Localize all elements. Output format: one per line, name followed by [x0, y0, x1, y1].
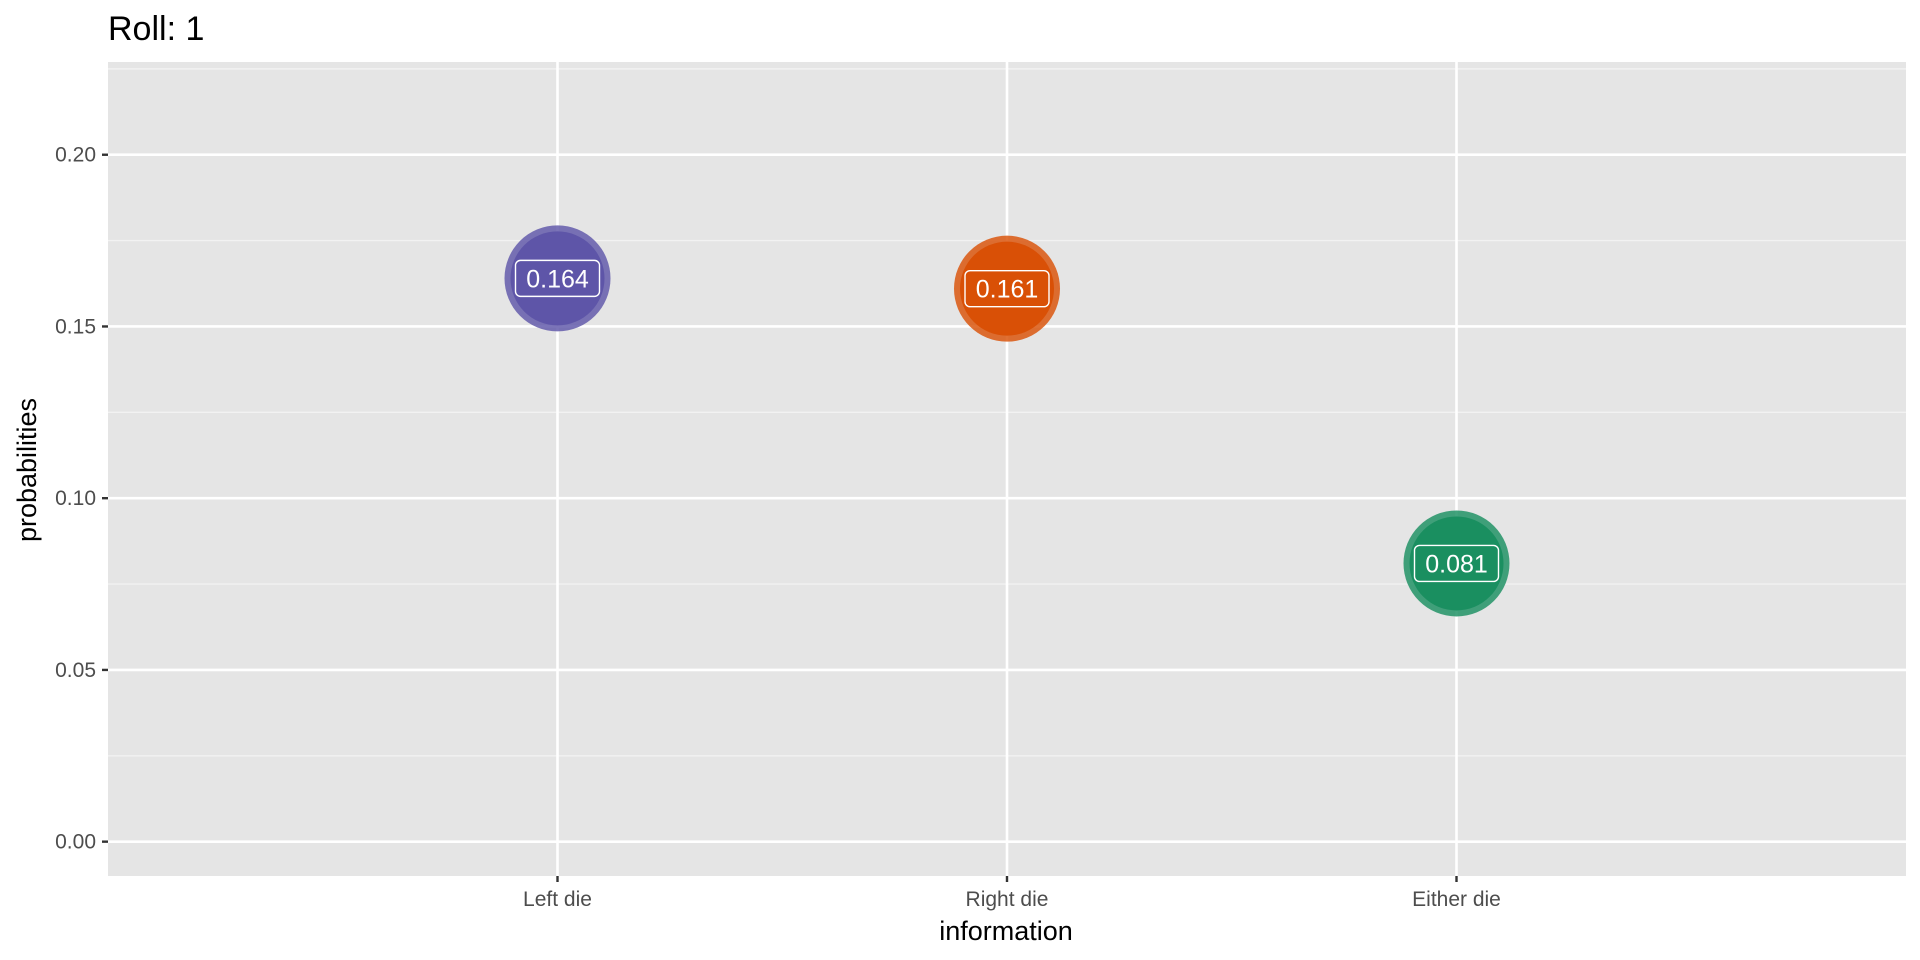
x-axis: Left die Right die Either die [523, 876, 1501, 911]
y-tick-label: 0.00 [55, 831, 96, 854]
data-label-box [1413, 544, 1500, 583]
y-tick-label: 0.20 [55, 144, 96, 167]
chart-title: Roll: 1 [108, 10, 204, 48]
x-tick-label: Right die [966, 888, 1049, 911]
data-label: 0.164 [526, 265, 589, 293]
y-axis-title: probabilities [12, 398, 42, 542]
y-axis: 0.00 0.05 0.10 0.15 0.20 [55, 144, 108, 854]
y-tick-label: 0.10 [55, 487, 96, 510]
data-points: 0.164 0.161 0.081 [504, 225, 1510, 617]
x-axis-title: information [939, 916, 1073, 946]
data-label: 0.081 [1425, 550, 1488, 578]
data-label-box [514, 259, 601, 298]
data-label: 0.161 [976, 276, 1039, 304]
x-tick-label: Left die [523, 888, 592, 911]
major-gridlines [108, 62, 1906, 876]
y-tick-label: 0.15 [55, 315, 96, 338]
x-tick-label: Either die [1412, 888, 1501, 911]
y-tick-label: 0.05 [55, 659, 96, 682]
data-label-box [964, 269, 1050, 308]
